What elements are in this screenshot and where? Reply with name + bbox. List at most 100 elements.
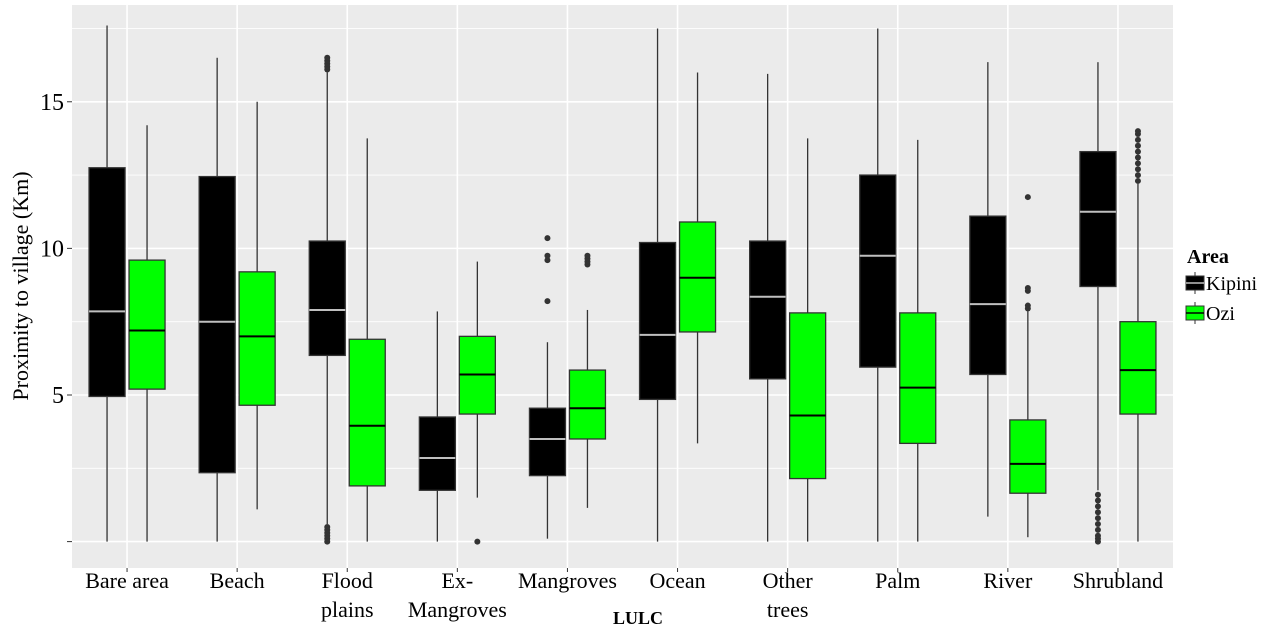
x-axis-ticks: Bare area Beach Flood plains Ex- Mangroves Man… (85, 568, 1163, 622)
x-tick-label-line: trees (767, 597, 809, 622)
outlier-point (544, 252, 551, 259)
box-series-layer (88, 25, 1157, 545)
outlier-point (474, 538, 481, 545)
y-tick-label: 10 (40, 236, 64, 262)
box-iqr (899, 312, 937, 445)
box-iqr (789, 312, 827, 480)
outlier-point (584, 252, 591, 259)
outlier-point (1134, 160, 1141, 167)
x-tick-label-line: Ex- (441, 568, 473, 593)
box-iqr (348, 338, 386, 487)
box-kipini (859, 28, 897, 542)
box-iqr (128, 259, 166, 390)
box-iqr (568, 369, 607, 440)
x-tick-label: Mangroves (518, 568, 617, 593)
outlier-point (544, 257, 551, 264)
y-tick-label: 15 (40, 90, 64, 116)
x-tick-label: Palm (875, 568, 920, 593)
outlier-point (1134, 154, 1141, 161)
box-iqr (1119, 321, 1157, 415)
x-tick-label: Bare area (85, 568, 169, 593)
x-tick-label-line: Mangroves (518, 568, 617, 593)
outlier-point (1134, 142, 1141, 149)
box-kipini (528, 235, 567, 539)
x-tick-label-line: plains (321, 597, 374, 622)
outlier-point (1094, 526, 1101, 533)
legend-item-kipini: Kipini (1185, 272, 1258, 295)
outlier-point (1024, 302, 1031, 309)
x-tick-label-line: Ocean (649, 568, 705, 593)
box-kipini (308, 54, 346, 545)
box-ozi (678, 72, 717, 444)
legend-label: Ozi (1206, 303, 1235, 325)
outlier-point (324, 54, 331, 61)
legend-item-ozi: Ozi (1185, 302, 1235, 325)
legend-label: Kipini (1206, 273, 1258, 295)
box-ozi (568, 252, 607, 508)
box-ozi (458, 261, 497, 545)
y-tick-label: 5 (52, 383, 64, 409)
box-ozi (1009, 194, 1047, 538)
outlier-point (1094, 515, 1101, 522)
x-tick-label: Flood plains (321, 568, 374, 622)
box-kipini (638, 28, 677, 542)
box-iqr (198, 175, 236, 474)
outlier-point (1134, 166, 1141, 173)
x-tick-label: Ex- Mangroves (408, 568, 507, 622)
box-kipini (88, 25, 126, 542)
x-tick-label-line: Mangroves (408, 597, 507, 622)
x-tick-label: Other trees (763, 568, 814, 622)
x-tick-label: River (983, 568, 1033, 593)
legend: Area Kipini Ozi (1185, 246, 1258, 325)
outlier-point (1134, 136, 1141, 143)
box-ozi (1119, 128, 1157, 542)
box-kipini (198, 57, 236, 542)
outlier-point (1134, 172, 1141, 179)
outlier-point (544, 298, 551, 305)
box-iqr (418, 416, 457, 491)
outlier-point (324, 523, 331, 530)
y-axis-title: Proximity to village (Km) (8, 171, 33, 400)
legend-title: Area (1187, 246, 1229, 268)
x-tick-label-line: Palm (875, 568, 920, 593)
outlier-point (1134, 128, 1141, 135)
x-tick-label-line: Shrubland (1073, 568, 1163, 593)
x-tick-label: Shrubland (1073, 568, 1163, 593)
box-iqr (1079, 150, 1117, 288)
box-kipini (749, 73, 787, 542)
outlier-point (1024, 284, 1031, 291)
box-ozi (899, 139, 937, 542)
x-tick-label: Ocean (649, 568, 705, 593)
y-axis-ticks: 5 10 15 (40, 90, 72, 543)
box-iqr (88, 167, 126, 398)
box-kipini (418, 311, 457, 542)
box-iqr (528, 407, 567, 477)
outlier-point (1094, 521, 1101, 528)
box-iqr (238, 271, 276, 406)
outlier-point (1024, 194, 1031, 201)
outlier-point (1094, 509, 1101, 516)
outlier-point (1134, 177, 1141, 184)
x-tick-label-line: Bare area (85, 568, 169, 593)
outlier-point (1094, 497, 1101, 504)
outlier-point (544, 235, 551, 242)
box-ozi (128, 125, 166, 542)
box-ozi (348, 138, 386, 542)
box-kipini (1079, 62, 1117, 545)
x-tick-label-line: Flood (322, 568, 373, 593)
outlier-point (1094, 532, 1101, 539)
x-tick-label-line: Beach (210, 568, 265, 593)
box-iqr (638, 241, 677, 401)
x-tick-label-line: Other (763, 568, 814, 593)
outlier-point (1094, 503, 1101, 510)
x-axis-title: LULC (613, 608, 663, 628)
box-iqr (308, 240, 346, 357)
box-iqr (859, 174, 897, 368)
box-iqr (969, 215, 1007, 376)
box-ozi (238, 101, 276, 510)
outlier-point (1134, 148, 1141, 155)
box-iqr (749, 240, 787, 380)
box-ozi (789, 138, 827, 542)
box-iqr (1009, 419, 1047, 494)
